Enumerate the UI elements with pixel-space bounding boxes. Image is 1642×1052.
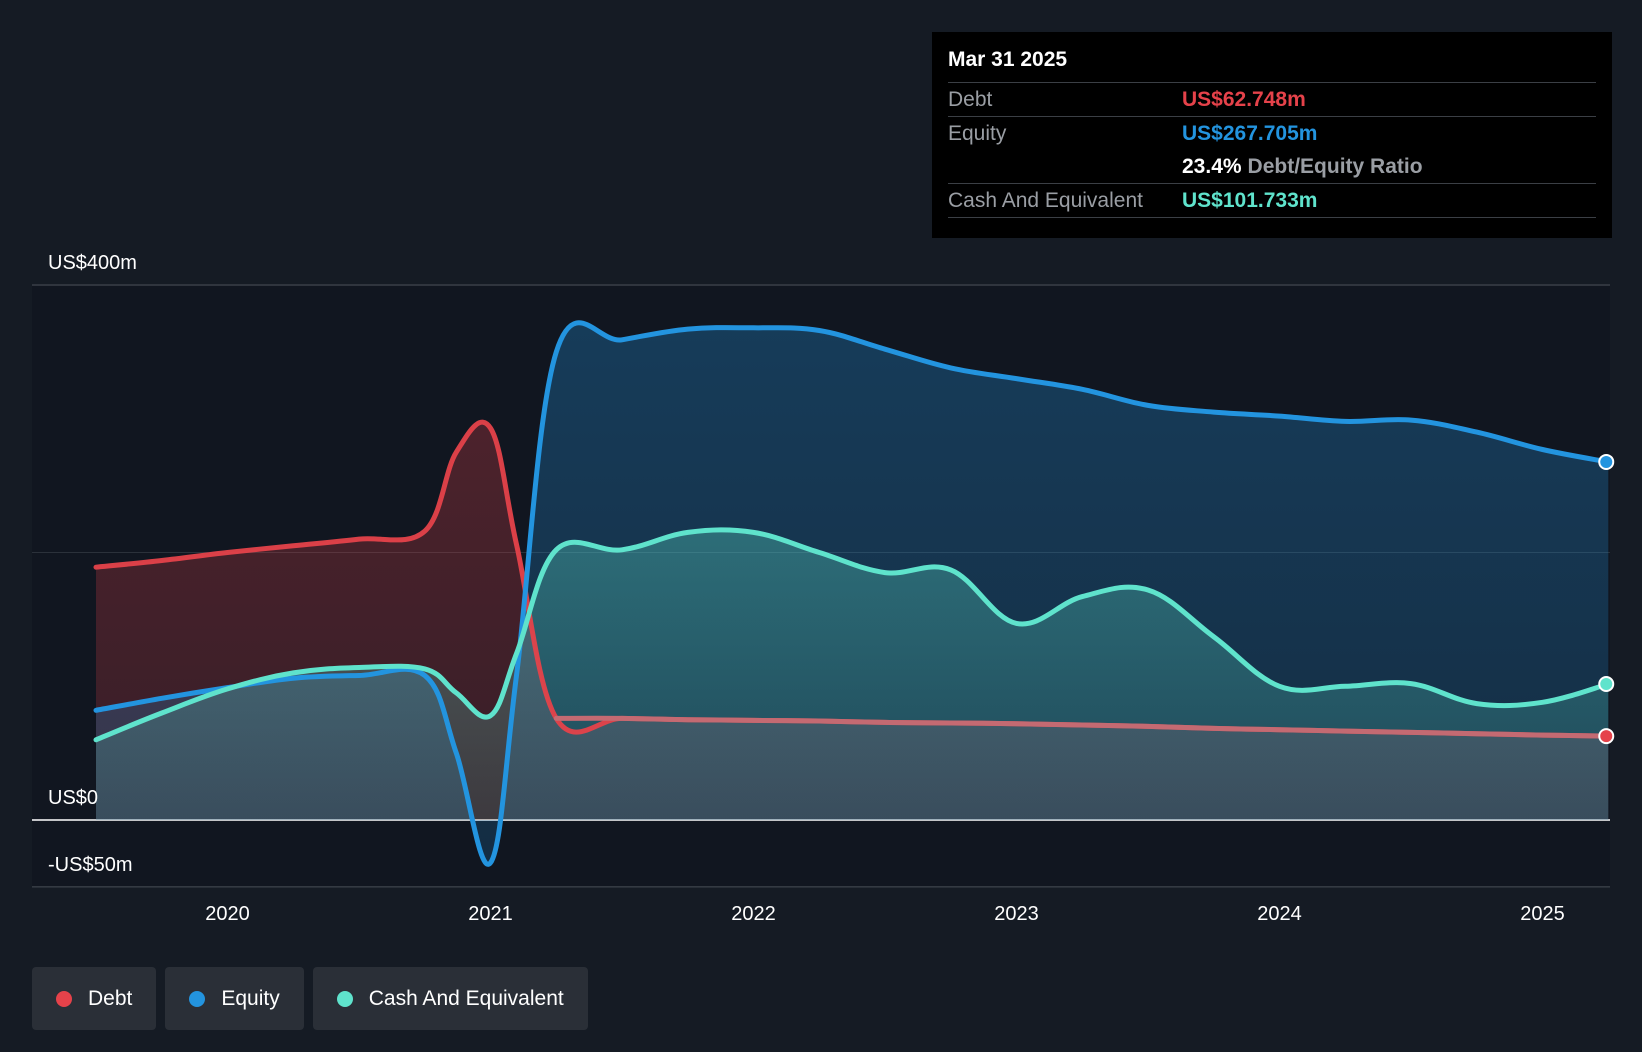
- end-marker-equity: [1598, 453, 1615, 470]
- legend-label-cash: Cash And Equivalent: [368, 986, 564, 1010]
- legend-dot-equity-icon: [189, 990, 206, 1007]
- tooltip-panel: Mar 31 2025 Debt US$62.748m Equity US$26…: [932, 32, 1612, 238]
- legend-item-equity[interactable]: Equity: [165, 967, 304, 1030]
- legend-label-debt: Debt: [88, 986, 133, 1010]
- line-cash: [93, 527, 1611, 743]
- legend-dot-debt-icon: [56, 990, 72, 1007]
- y-tick-label: US$0: [48, 787, 98, 809]
- tooltip-cash-value: US$101.733m: [1182, 188, 1318, 212]
- tooltip-row-debt: Debt US$62.748m: [948, 82, 1596, 116]
- tooltip-debt-label: Debt: [948, 87, 993, 111]
- tooltip-row-ratio: 23.4% Debt/Equity Ratio: [948, 150, 1596, 183]
- x-tick-label: 2025: [1520, 903, 1565, 925]
- y-tick-label: US$400m: [48, 252, 137, 274]
- tooltip-date: Mar 31 2025: [948, 48, 1068, 71]
- legend: Debt Equity Cash And Equivalent: [32, 967, 588, 1030]
- x-tick-label: 2024: [1257, 903, 1302, 925]
- tooltip-row-equity: Equity US$267.705m: [948, 116, 1596, 150]
- legend-item-debt[interactable]: Debt: [32, 967, 157, 1030]
- tooltip-equity-value: US$267.705m: [1182, 121, 1318, 145]
- tooltip-equity-label: Equity: [948, 121, 1007, 145]
- tooltip-row-cash: Cash And Equivalent US$101.733m: [948, 183, 1596, 218]
- area-cash: [96, 529, 1609, 820]
- end-marker-debt: [1598, 728, 1615, 745]
- y-tick-label: -US$50m: [48, 854, 132, 876]
- tooltip-ratio-value: 23.4%: [1182, 154, 1242, 178]
- legend-dot-cash-icon: [336, 990, 353, 1007]
- tooltip-cash-label: Cash And Equivalent: [948, 188, 1143, 212]
- legend-label-equity: Equity: [221, 986, 280, 1010]
- x-tick-label: 2020: [205, 903, 250, 925]
- x-tick-label: 2023: [994, 903, 1039, 925]
- tooltip-debt-value: US$62.748m: [1182, 87, 1306, 111]
- line-debt-tail: [553, 715, 1611, 739]
- legend-item-cash[interactable]: Cash And Equivalent: [312, 967, 588, 1030]
- tooltip-ratio-label: Debt/Equity Ratio: [1247, 154, 1423, 178]
- line-equity: [93, 320, 1611, 867]
- x-tick-label: 2022: [731, 903, 776, 925]
- end-marker-cash: [1598, 675, 1615, 692]
- line-layer: [93, 320, 1615, 867]
- label-layer: US$400m US$0 -US$50m 2020 2021 2022 2023 2024 20…: [48, 252, 1565, 925]
- x-tick-label: 2021: [468, 903, 513, 925]
